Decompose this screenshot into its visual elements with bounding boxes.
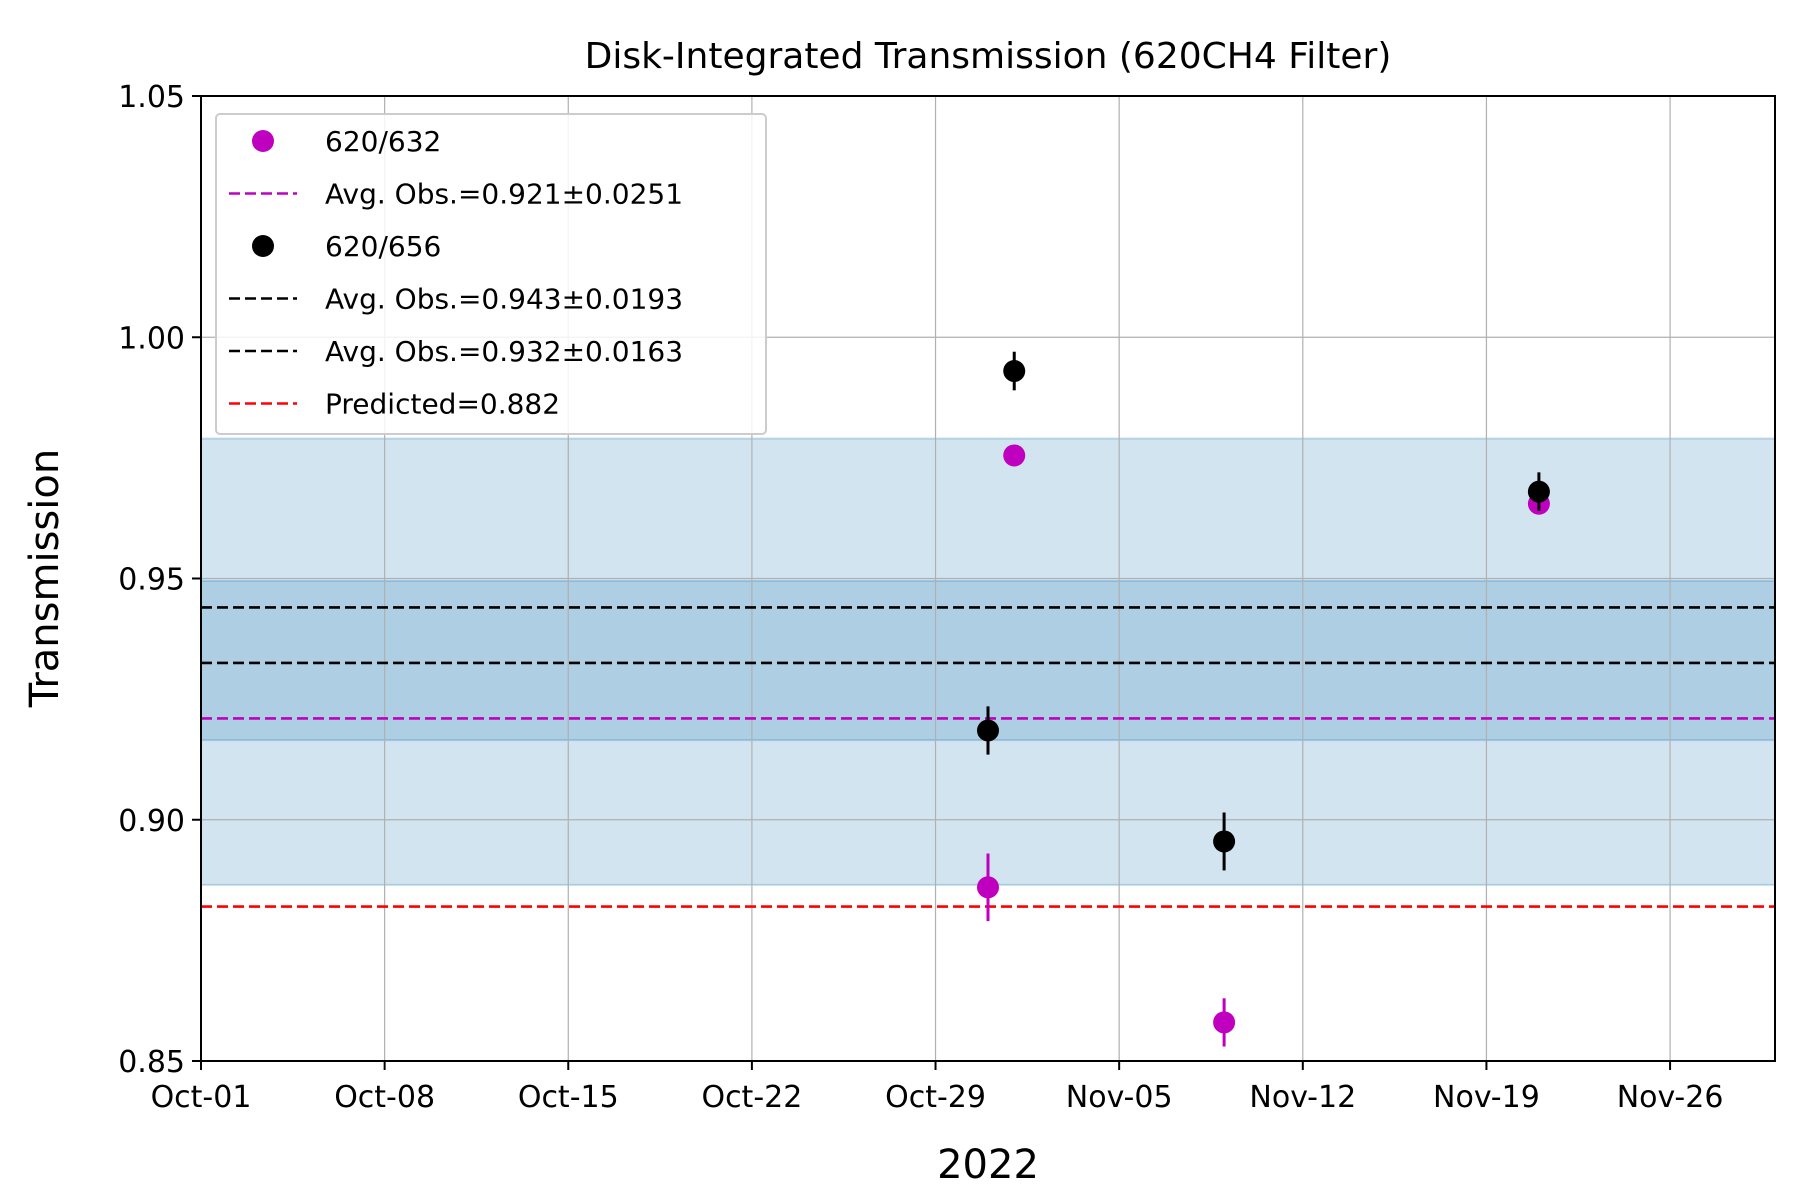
x-tick-label: Oct-01: [151, 1080, 252, 1115]
data-point: [1213, 1011, 1236, 1034]
x-tick-label: Nov-26: [1617, 1080, 1724, 1115]
y-tick-label: 0.90: [118, 804, 185, 839]
y-axis-ticks: 0.85 0.90 0.95 1.00 1.05: [118, 80, 201, 1080]
legend: 620/632 Avg. Obs.=0.921±0.0251 620/656 Avg.…: [215, 113, 767, 435]
legend-label: 620/656: [325, 230, 441, 263]
data-point: [1527, 480, 1550, 503]
x-axis-label: 2022: [937, 1142, 1039, 1188]
data-point: [1003, 444, 1026, 467]
legend-label: Avg. Obs.=0.943±0.0193: [325, 283, 683, 316]
x-tick-label: Nov-05: [1066, 1080, 1173, 1115]
data-points: [977, 351, 1550, 1047]
x-axis-ticks: Oct-01 Oct-08 Oct-15 Oct-22 Oct-29 Nov-05 Nov-…: [151, 1061, 1724, 1115]
x-tick-label: Oct-29: [885, 1080, 986, 1115]
x-tick-label: Oct-22: [701, 1080, 802, 1115]
x-tick-label: Nov-12: [1249, 1080, 1356, 1115]
y-tick-label: 1.05: [118, 80, 185, 115]
x-tick-label: Oct-15: [518, 1080, 619, 1115]
data-point: [977, 876, 999, 899]
y-tick-label: 0.85: [118, 1045, 185, 1080]
y-tick-label: 0.95: [118, 563, 185, 598]
data-point: [977, 719, 999, 742]
legend-label: Avg. Obs.=0.932±0.0163: [325, 335, 683, 368]
x-tick-label: Oct-08: [334, 1080, 435, 1115]
legend-box: [215, 113, 767, 435]
legend-marker: [252, 130, 274, 152]
y-tick-label: 1.00: [118, 321, 185, 356]
data-point: [1213, 830, 1236, 853]
legend-marker: [252, 235, 274, 257]
chart-title: Disk-Integrated Transmission (620CH4 Fil…: [585, 36, 1392, 77]
y-axis-label: Transmission: [22, 449, 68, 708]
legend-label: Predicted=0.882: [325, 388, 560, 421]
legend-label: Avg. Obs.=0.921±0.0251: [325, 178, 683, 211]
data-point: [1003, 360, 1026, 383]
legend-label: 620/632: [325, 125, 441, 158]
x-tick-label: Nov-19: [1433, 1080, 1540, 1115]
